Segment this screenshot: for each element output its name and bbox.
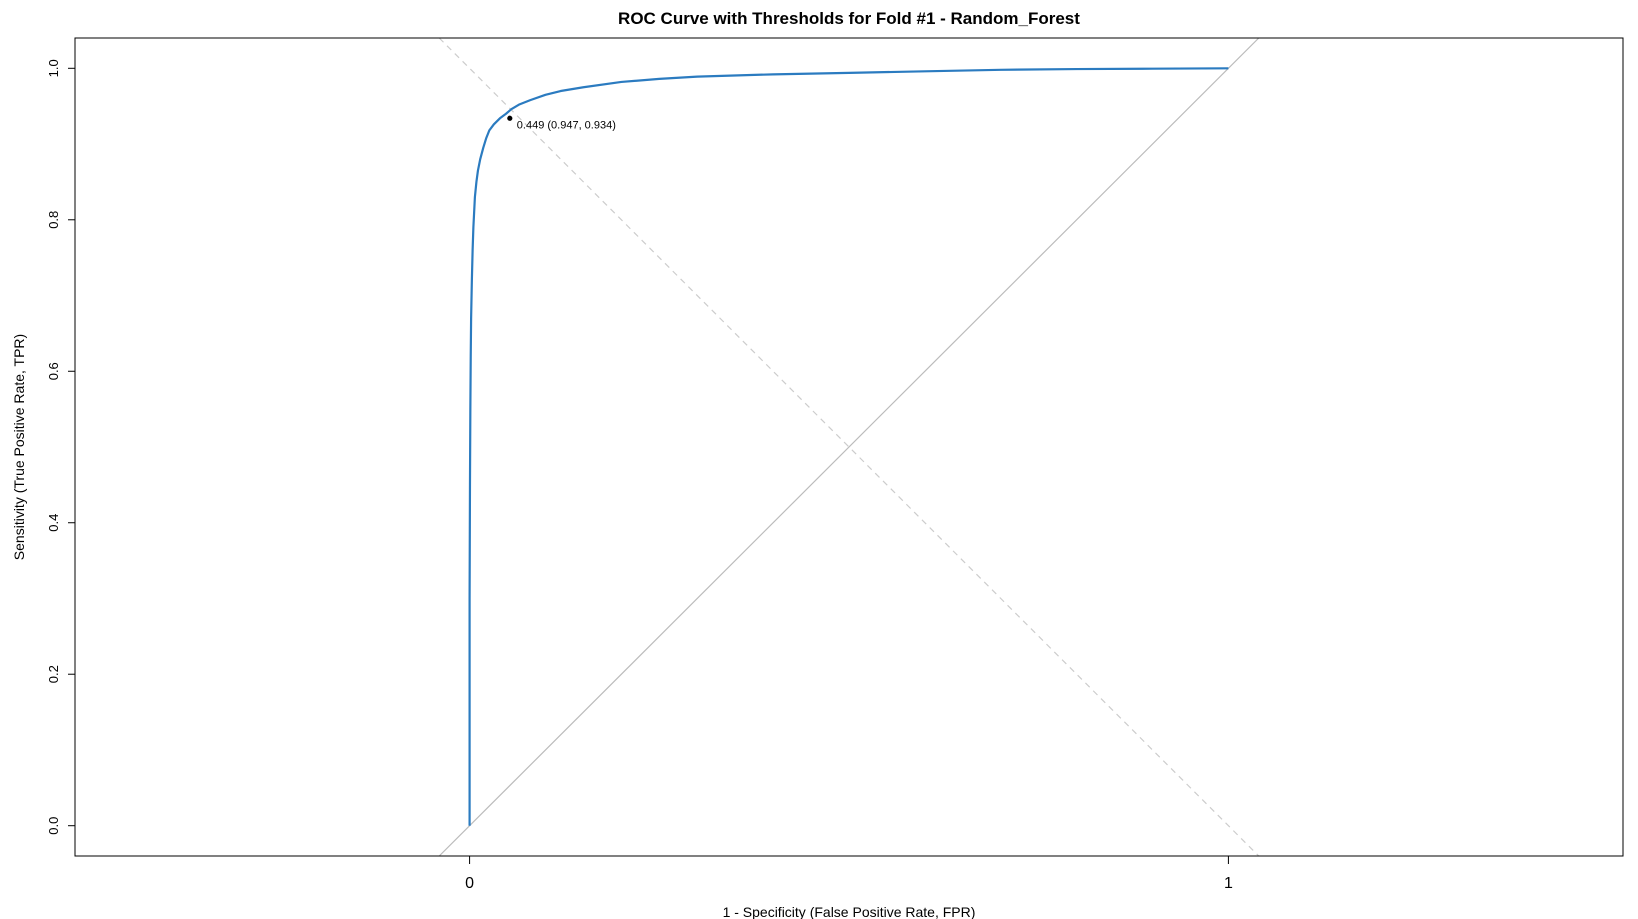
x-axis-label: 1 - Specificity (False Positive Rate, FP… bbox=[723, 904, 976, 919]
plot-frame bbox=[74, 37, 1624, 857]
y-tick-label: 0.2 bbox=[46, 665, 61, 683]
chart-title: ROC Curve with Thresholds for Fold #1 - … bbox=[618, 9, 1080, 28]
y-tick-label: 0.8 bbox=[46, 211, 61, 229]
y-axis-label: Sensitivity (True Positive Rate, TPR) bbox=[11, 334, 27, 560]
threshold-label: 0.449 (0.947, 0.934) bbox=[517, 119, 616, 131]
y-tick-label: 0.4 bbox=[46, 514, 61, 532]
y-tick-label: 0.0 bbox=[46, 817, 61, 835]
chance-diagonal-line bbox=[438, 37, 1260, 857]
threshold-annotation-group: 0.449 (0.947, 0.934) bbox=[507, 115, 616, 131]
roc-curve-group bbox=[468, 67, 1229, 826]
x-tick-label: 1 bbox=[1224, 875, 1233, 892]
x-tick-label: 0 bbox=[465, 875, 474, 892]
threshold-guide-line bbox=[438, 37, 1260, 857]
y-tick-label: 1.0 bbox=[46, 59, 61, 77]
y-tick-label: 0.6 bbox=[46, 362, 61, 380]
threshold-point bbox=[507, 115, 513, 121]
reference-lines bbox=[438, 37, 1260, 857]
y-axis-ticks: 0.0 0.2 0.4 0.6 0.8 1.0 bbox=[46, 59, 75, 835]
roc-curve-line bbox=[468, 67, 1229, 826]
